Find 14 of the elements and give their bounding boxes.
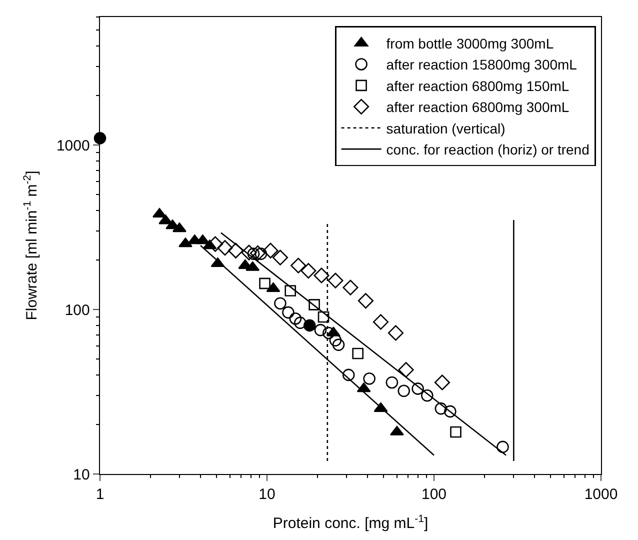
y-tick-label: 10 xyxy=(73,466,90,484)
legend-label: after reaction 6800mg 300mL xyxy=(386,99,570,116)
legend-label: saturation (vertical) xyxy=(386,120,506,136)
x-axis-title: Protein conc. [mg mL$^{-1}$] xyxy=(272,512,428,532)
x-tick-label: 100 xyxy=(421,486,447,504)
y-tick-label: 1000 xyxy=(56,137,90,154)
legend-label: from bottle 3000mg 300mL xyxy=(386,36,554,52)
x-tick-label: 1000 xyxy=(584,486,618,504)
legend-label: conc. for reaction (horiz) or trend xyxy=(386,142,590,158)
x-tick-label: 1 xyxy=(96,486,104,504)
y-tick-label: 100 xyxy=(64,302,90,319)
x-tick-label: 10 xyxy=(258,486,276,504)
legend-label: after reaction 15800mg 300mL xyxy=(386,56,578,73)
legend-label: after reaction 6800mg 150mL xyxy=(386,78,570,94)
